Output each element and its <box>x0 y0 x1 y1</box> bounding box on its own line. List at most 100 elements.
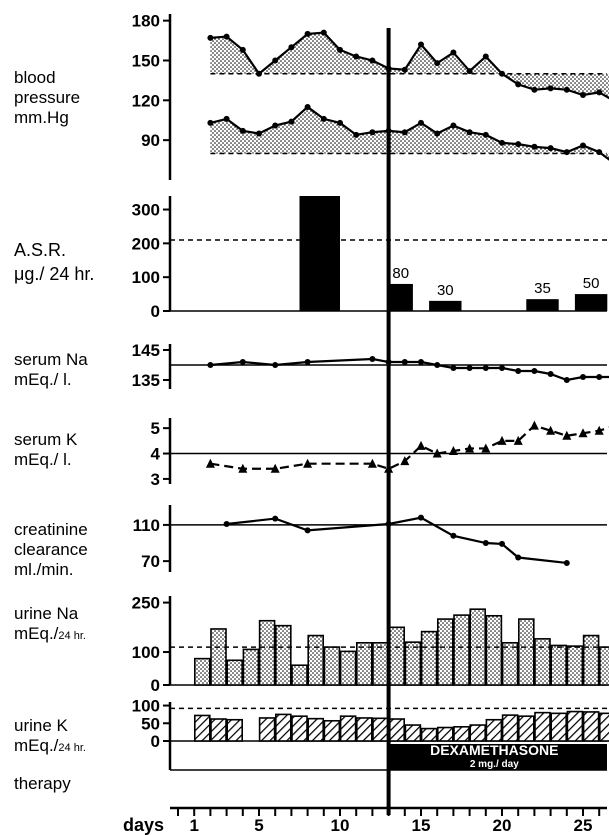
una-bar-15 <box>436 618 454 686</box>
k-series-point-16 <box>562 430 572 440</box>
uk-label-unit: mEq./ <box>14 736 59 755</box>
bp-diastolic-point-23 <box>580 142 586 149</box>
na-series-point-9 <box>450 365 457 371</box>
bp-diastolic-point-10 <box>369 129 376 136</box>
uk-tick-label-0: 0 <box>151 732 160 751</box>
asr-bar-1 <box>388 283 413 311</box>
cr-tick-label-110: 110 <box>133 516 160 535</box>
na-label-line-1: serum Na <box>14 350 88 369</box>
uk-bar-0 <box>194 714 211 742</box>
cr-series-point-5 <box>450 532 457 539</box>
una-bar-14 <box>420 630 438 686</box>
bp-axis-label: blood pressure mm.Hg <box>14 68 80 128</box>
bp-systolic-point-18 <box>499 70 505 77</box>
asr-tick-label-100: 100 <box>132 268 160 287</box>
k-series-point-17 <box>578 428 588 438</box>
dexamethasone-bar <box>388 744 607 770</box>
bp-tick-label-120: 120 <box>132 91 160 110</box>
cr-series-point-4 <box>418 514 424 521</box>
una-bar-25 <box>598 646 609 686</box>
asr-bar-label-4: 50 <box>583 275 600 292</box>
days-tick-label-20: 20 <box>493 816 512 835</box>
una-bar-22 <box>550 644 568 686</box>
bp-tick-label-90: 90 <box>141 131 160 150</box>
una-bar-11 <box>372 642 389 686</box>
bp-systolic-shading <box>210 32 609 98</box>
cr-label-line-2: clearance <box>14 540 88 559</box>
una-label-unit-sub: 24 hr. <box>58 630 86 642</box>
bp-diastolic-point-15 <box>450 122 457 129</box>
una-bar-10 <box>355 642 373 686</box>
k-series-point-9 <box>448 446 458 455</box>
bp-diastolic-point-21 <box>547 145 554 152</box>
bp-label-line-1: blood <box>14 68 56 87</box>
asr-tick-label-0: 0 <box>151 302 160 321</box>
therapy-drug-label: DEXAMETHASONE <box>430 742 558 758</box>
una-bar-23 <box>566 645 584 686</box>
bp-systolic-point-22 <box>563 86 570 93</box>
bp-systolic-point-0 <box>207 34 214 41</box>
uk-bar-10 <box>355 717 373 742</box>
una-bar-24 <box>582 634 600 686</box>
k-tick-label-3: 3 <box>151 470 160 489</box>
uk-bar-4 <box>258 717 276 742</box>
uk-label-line-1: urine K <box>14 716 68 735</box>
uk-bar-15 <box>436 726 454 742</box>
una-bar-4 <box>258 619 276 686</box>
bp-diastolic-point-7 <box>320 115 327 122</box>
una-tick-label-100: 100 <box>132 643 160 662</box>
days-tick-label-15: 15 <box>412 816 431 835</box>
k-series-point-1 <box>238 463 248 473</box>
cr-axis-label: creatinine clearance ml./min. <box>14 520 88 580</box>
na-series-point-6 <box>401 359 408 365</box>
bp-diastolic-shading <box>210 106 609 160</box>
days-tick-label-1: 1 <box>189 816 198 835</box>
na-series-point-4 <box>369 356 376 362</box>
na-series-point-0 <box>207 362 214 368</box>
asr-bar-3 <box>526 299 559 311</box>
bp-diastolic-point-0 <box>207 119 214 126</box>
bp-systolic-point-13 <box>418 41 424 48</box>
bp-diastolic-point-22 <box>563 149 570 156</box>
bp-diastolic-point-13 <box>418 119 424 126</box>
bp-diastolic-point-2 <box>239 127 246 134</box>
bp-systolic-point-7 <box>320 29 327 36</box>
bp-diastolic-point-24 <box>596 149 603 156</box>
una-bar-21 <box>534 638 551 686</box>
una-bar-5 <box>274 624 292 686</box>
asr-bar-label-3: 35 <box>534 280 551 297</box>
bp-systolic-point-10 <box>369 57 376 64</box>
bp-systolic-point-20 <box>531 86 538 93</box>
bp-label-line-3: mm.Hg <box>14 108 69 127</box>
una-tick-label-250: 250 <box>132 594 160 613</box>
uk-bar-12 <box>388 718 406 742</box>
cr-series-point-8 <box>515 554 522 561</box>
bp-diastolic-point-9 <box>353 131 360 138</box>
uk-bar-25 <box>598 712 609 742</box>
k-axis-label: serum K mEq./ l. <box>14 430 77 470</box>
cr-series-point-6 <box>482 540 489 547</box>
bp-diastolic-point-1 <box>223 115 230 122</box>
k-series-point-10 <box>465 443 475 453</box>
asr-bar-label-2: 30 <box>437 282 454 299</box>
uk-axis-label: urine K mEq./24 hr. <box>14 716 86 758</box>
bp-systolic-point-16 <box>466 68 473 75</box>
na-series-point-3 <box>304 359 311 365</box>
uk-bar-19 <box>501 714 519 742</box>
una-bar-19 <box>501 642 519 686</box>
uk-bar-9 <box>339 715 357 742</box>
asr-tick-label-300: 300 <box>132 201 160 220</box>
una-bar-9 <box>339 650 357 686</box>
asr-bar-2 <box>429 300 462 311</box>
na-series-point-13 <box>515 368 522 374</box>
uk-bar-11 <box>372 717 389 742</box>
na-series-point-15 <box>547 371 554 377</box>
uk-tick-label-50: 50 <box>141 714 160 733</box>
uk-bar-17 <box>469 724 487 742</box>
asr-bar-label-1: 80 <box>392 265 409 282</box>
uk-bar-5 <box>274 713 292 742</box>
uk-bar-6 <box>291 715 308 742</box>
na-label-line-2: mEq./ l. <box>14 370 72 389</box>
una-bar-8 <box>323 646 341 686</box>
asr-axis-label: A.S.R. μg./ 24 hr. <box>14 238 94 286</box>
